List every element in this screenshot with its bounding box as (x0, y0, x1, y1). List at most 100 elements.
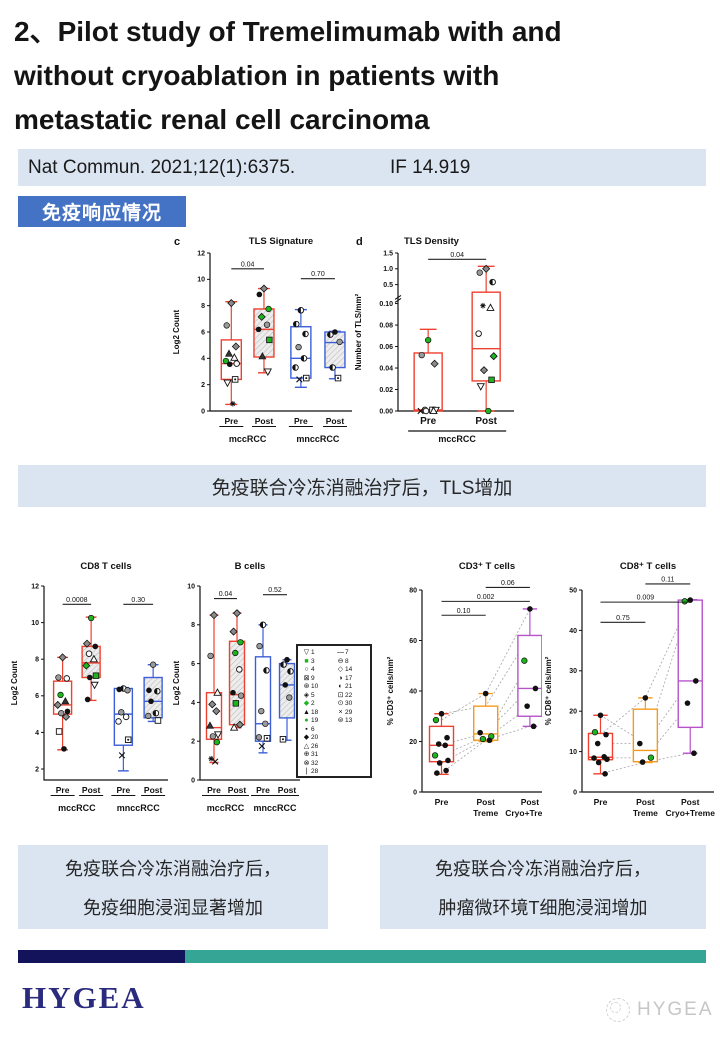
legend-entry: ⊕ 31 (303, 751, 319, 758)
svg-text:30: 30 (569, 668, 577, 675)
svg-text:Pre: Pre (117, 785, 131, 795)
svg-text:mnccRCC: mnccRCC (117, 803, 161, 813)
svg-text:0.10: 0.10 (379, 301, 393, 308)
legend-entry: —7 (337, 649, 349, 657)
svg-text:0.75: 0.75 (616, 615, 630, 622)
svg-text:0.02: 0.02 (379, 387, 393, 394)
svg-text:Treme: Treme (473, 808, 498, 818)
page-title: 2、Pilot study of Tremelimumab with and w… (14, 10, 704, 142)
svg-text:10: 10 (31, 620, 39, 627)
svg-text:1.5: 1.5 (383, 250, 393, 257)
footer-bar-teal-segment (185, 950, 706, 963)
legend-entry: ▽ 1 (303, 649, 315, 656)
svg-text:Post: Post (521, 797, 540, 807)
watermark-text: HYGEA (637, 999, 714, 1020)
svg-text:0.11: 0.11 (661, 576, 674, 583)
title-line-1: 2、Pilot study of Tremelimumab with and (14, 16, 562, 47)
svg-text:mnccRCC: mnccRCC (296, 434, 340, 444)
svg-text:4: 4 (35, 730, 39, 737)
svg-text:Pre: Pre (294, 416, 308, 426)
svg-text:0.70: 0.70 (311, 271, 325, 278)
title-line-2: without cryoablation in patients with (14, 60, 500, 91)
svg-text:mccRCC: mccRCC (229, 434, 267, 444)
svg-text:2: 2 (35, 766, 39, 773)
svg-text:CD8⁺ T cells: CD8⁺ T cells (620, 561, 676, 572)
svg-text:Pre: Pre (420, 416, 437, 427)
svg-text:CD3⁺ T cells: CD3⁺ T cells (459, 561, 515, 572)
caption-line: 肿瘤微环境T细胞浸润增加 (438, 897, 648, 918)
svg-text:0.08: 0.08 (379, 322, 393, 329)
svg-text:4: 4 (201, 356, 205, 363)
footer-bar (18, 950, 706, 963)
legend-entry: ◆ 2 (303, 700, 315, 707)
svg-text:Cryo+Treme: Cryo+Treme (505, 808, 555, 818)
svg-text:Post: Post (278, 785, 297, 795)
legend-entry: ○ 4 (304, 666, 315, 673)
svg-text:0: 0 (201, 408, 205, 415)
svg-text:0: 0 (191, 777, 195, 784)
svg-text:0.04: 0.04 (241, 261, 255, 268)
svg-text:0.06: 0.06 (379, 344, 393, 351)
svg-text:mccRCC: mccRCC (58, 803, 96, 813)
svg-text:8: 8 (35, 657, 39, 664)
svg-text:20: 20 (409, 739, 417, 746)
svg-text:Log2 Count: Log2 Count (172, 660, 181, 705)
box-plot-tls-signature: 0 2 4 6 8 10 12 TLS Signature c Log2 Count 0.04 0.7… (170, 231, 362, 463)
svg-text:0.002: 0.002 (477, 594, 495, 601)
svg-text:Post: Post (82, 785, 101, 795)
legend-entry: ◑ 17 (338, 674, 353, 682)
legend-entry: ▲ 18 (303, 708, 319, 716)
svg-text:Pre: Pre (56, 785, 70, 795)
svg-text:% CD3⁺ cells/mm²: % CD3⁺ cells/mm² (386, 656, 395, 725)
svg-text:Post: Post (228, 785, 247, 795)
legend-entry: ◇ 14 (337, 666, 353, 674)
svg-text:2: 2 (201, 382, 205, 389)
legend-entry: ⊜ 13 (337, 717, 353, 725)
svg-text:Post: Post (255, 416, 274, 426)
legend-entry: ⊡ 22 (337, 691, 353, 699)
svg-text:Pre: Pre (594, 797, 608, 807)
svg-text:50: 50 (569, 587, 577, 594)
svg-text:Cryo+Treme: Cryo+Treme (666, 808, 716, 818)
section-badge: 免疫响应情况 (18, 196, 186, 227)
caption-line: 免疫联合冷冻消融治疗后， (65, 858, 281, 879)
svg-text:Post: Post (476, 797, 495, 807)
svg-text:10: 10 (187, 583, 195, 590)
box-plot-cd3-t-cells: 0 20 40 60 80 CD3⁺ T cells % CD3⁺ cells/mm² 0.1… (384, 556, 560, 838)
svg-text:Post: Post (144, 785, 163, 795)
svg-text:10: 10 (197, 277, 205, 284)
caption-line: 免疫联合冷冻消融治疗后， (435, 858, 651, 879)
footer-bar-navy-segment (18, 950, 185, 963)
svg-text:80: 80 (409, 587, 417, 594)
citation-text: Nat Commun. 2021;12(1):6375. (28, 156, 296, 178)
citation-bar: Nat Commun. 2021;12(1):6375. IF 14.919 (18, 149, 706, 186)
svg-text:Post: Post (475, 416, 497, 427)
svg-text:12: 12 (31, 583, 39, 590)
legend-entry: | 28 (305, 768, 319, 775)
svg-text:6: 6 (191, 661, 195, 668)
box-plot-cd8pos-t-cells: 0 10 20 30 40 50 CD8⁺ T cells % CD8⁺ cells/mm² 0… (542, 556, 720, 838)
legend-entry: ▪ 6 (305, 725, 315, 733)
svg-text:Number of TLS/mm²: Number of TLS/mm² (354, 293, 363, 370)
impact-factor: IF 14.919 (390, 156, 471, 178)
legend-entry: ◐ 21 (338, 683, 353, 691)
svg-text:c: c (174, 236, 180, 248)
svg-text:0.10: 0.10 (457, 608, 471, 615)
svg-text:8: 8 (191, 622, 195, 629)
svg-text:0: 0 (573, 789, 577, 796)
svg-text:0.00: 0.00 (379, 408, 393, 415)
legend-entry: × 29 (338, 708, 353, 716)
svg-text:1.0: 1.0 (383, 266, 393, 273)
legend-entry: ⊠ 9 (303, 674, 315, 682)
svg-text:CD8 T cells: CD8 T cells (80, 561, 131, 572)
legend-entry: ⊙ 30 (337, 700, 353, 708)
svg-text:0: 0 (413, 789, 417, 796)
svg-text:0.04: 0.04 (450, 252, 464, 259)
box-plot-tls-density: 0.00 0.02 0.04 0.06 0.08 0.10 0.5 1.0 1.5 TLS Den… (352, 231, 522, 463)
svg-text:Post: Post (326, 416, 345, 426)
legend-entry: ◆ 20 (303, 734, 319, 741)
legend-entry: △ 26 (303, 742, 319, 750)
svg-text:10: 10 (569, 749, 577, 756)
svg-text:0.06: 0.06 (501, 580, 515, 587)
